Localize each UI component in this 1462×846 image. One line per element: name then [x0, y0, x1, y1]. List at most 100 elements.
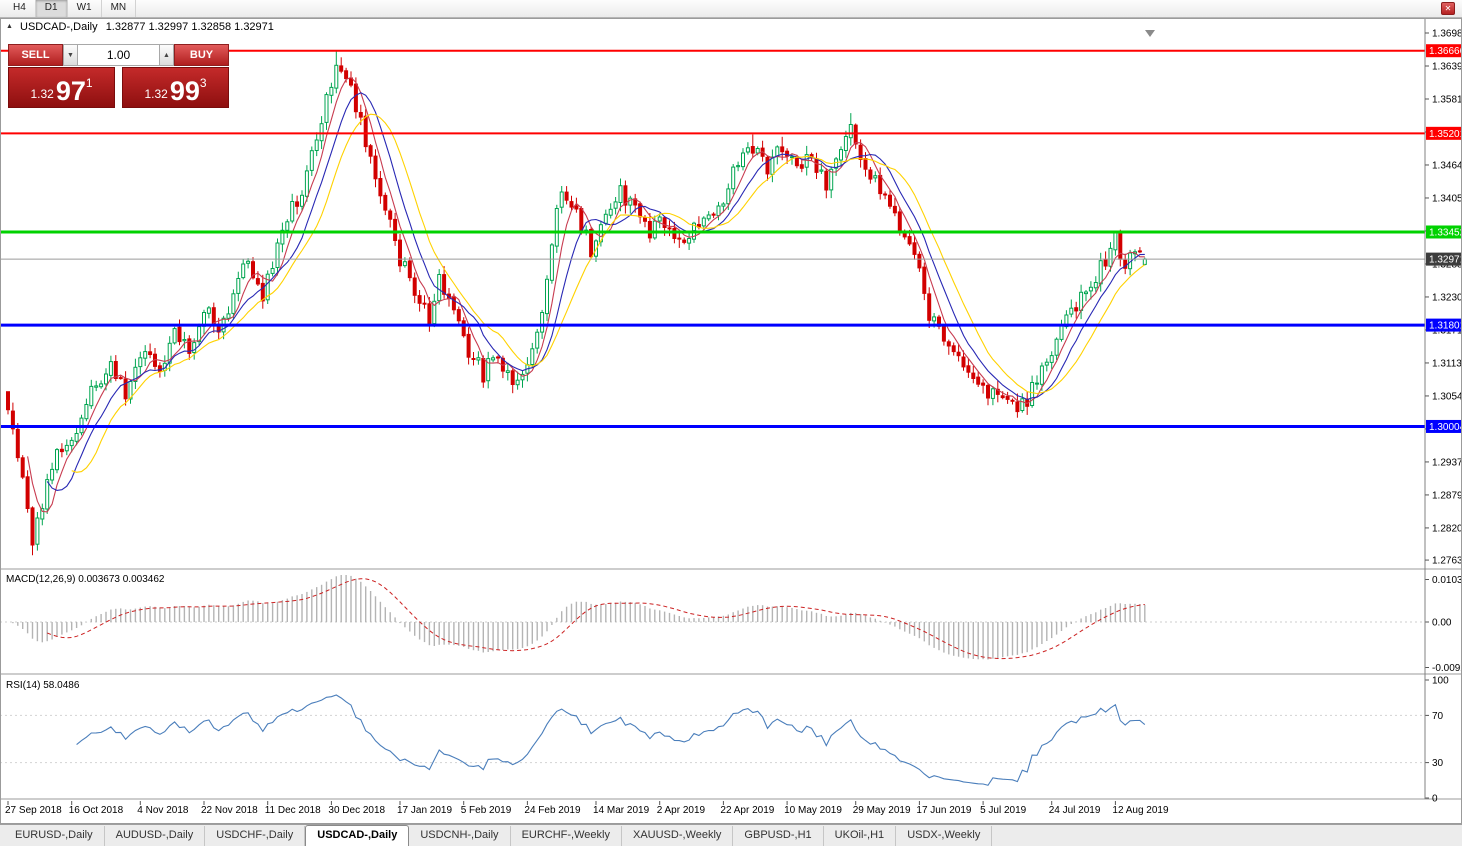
date-axis-tick: 27 Sep 2018 — [5, 805, 62, 816]
rsi-axis-tick: 30 — [1432, 758, 1444, 769]
moving-average-5-line — [27, 76, 1145, 513]
svg-text:1.31801: 1.31801 — [1429, 321, 1462, 332]
date-axis-tick: 22 Nov 2018 — [201, 805, 258, 816]
date-axis-tick: 5 Feb 2019 — [461, 805, 512, 816]
date-axis-tick: 12 Aug 2019 — [1112, 805, 1169, 816]
timeframe-button-h4[interactable]: H4 — [4, 0, 36, 17]
trade-widget-controls-row: SELL ▼ ▲ BUY — [8, 44, 229, 66]
close-chart-button[interactable]: ✕ — [1441, 2, 1455, 15]
chevron-down-icon: ▼ — [67, 51, 74, 59]
price-axis-tick: 1.36980 — [1432, 29, 1462, 40]
buy-button[interactable]: BUY — [174, 44, 229, 66]
macd-axis-tick: 0.00 — [1432, 618, 1452, 629]
date-axis-tick: 16 Oct 2018 — [69, 805, 124, 816]
chart-tab-ukoil-h1[interactable]: UKOil-,H1 — [824, 826, 897, 846]
timeframe-button-d1[interactable]: D1 — [35, 0, 68, 17]
chart-tab-audusd-daily[interactable]: AUDUSD-,Daily — [105, 826, 206, 846]
collapse-triangle-icon[interactable]: ▲ — [6, 23, 13, 30]
chart-tab-gbpusd-h1[interactable]: GBPUSD-,H1 — [733, 826, 824, 846]
sell-button[interactable]: SELL — [8, 44, 63, 66]
moving-average-14-line — [71, 113, 1146, 473]
chart-tab-eurchf-weekly[interactable]: EURCHF-,Weekly — [511, 826, 622, 846]
timeframe-toolbar: H4 D1 W1 MN ✕ — [0, 0, 1462, 18]
ohlc-values: 1.32877 1.32997 1.32858 1.32971 — [105, 21, 274, 33]
trade-widget-prices-row: 1.32 97 1 1.32 99 3 — [8, 67, 229, 108]
price-tag-1.35201: 1.35201 — [1426, 126, 1462, 140]
ask-price-point: 3 — [199, 76, 207, 90]
timeframe-buttons: H4 D1 W1 MN — [4, 0, 137, 17]
rsi-pane: 100 70 30 0 — [0, 676, 1449, 805]
date-axis-tick: 5 Jul 2019 — [980, 805, 1027, 816]
bid-price-panel[interactable]: 1.32 97 1 — [8, 67, 115, 108]
price-axis-tick: 1.34640 — [1432, 160, 1462, 171]
volume-increase-button[interactable]: ▲ — [159, 44, 174, 66]
price-axis-tick: 1.32300 — [1432, 292, 1462, 303]
chart-tab-usdx-weekly[interactable]: USDX-,Weekly — [896, 826, 993, 846]
date-axis-tick: 2 Apr 2019 — [657, 805, 706, 816]
price-axis-tick: 1.29375 — [1432, 457, 1462, 468]
volume-input[interactable] — [78, 44, 159, 66]
date-axis-tick: 29 May 2019 — [853, 805, 911, 816]
bid-price-prefix: 1.32 — [30, 87, 54, 101]
chart-background — [0, 18, 1462, 824]
price-axis-tick: 1.30545 — [1432, 391, 1462, 402]
chart-ohlc-title: ▲ USDCAD-,Daily 1.32877 1.32997 1.32858 … — [6, 21, 274, 33]
date-axis-tick: 10 May 2019 — [784, 805, 842, 816]
svg-text:1.30004: 1.30004 — [1429, 422, 1462, 433]
bid-price-point: 1 — [85, 76, 93, 90]
date-axis-tick: 14 Mar 2019 — [593, 805, 650, 816]
date-axis[interactable]: 27 Sep 2018 16 Oct 2018 4 Nov 2018 22 Nov 2… — [5, 801, 1169, 816]
ask-price-pips: 99 — [169, 76, 200, 106]
macd-axis-tick: -0.009203 — [1432, 663, 1462, 674]
date-axis-tick: 4 Nov 2018 — [137, 805, 189, 816]
chart-shift-marker-icon[interactable] — [1145, 30, 1155, 37]
date-axis-tick: 24 Feb 2019 — [524, 805, 581, 816]
date-axis-tick: 22 Apr 2019 — [720, 805, 774, 816]
chart-tab-usdcnh-daily[interactable]: USDCNH-,Daily — [409, 826, 511, 846]
volume-decrease-button[interactable]: ▼ — [63, 44, 78, 66]
price-axis-tick: 1.28205 — [1432, 523, 1462, 534]
ask-price-prefix: 1.32 — [144, 87, 168, 101]
date-axis-tick: 17 Jan 2019 — [397, 805, 452, 816]
chart-window: 0.010311 0.00 -0.009203 100 70 30 0 1.36980 1.36… — [0, 18, 1462, 824]
price-axis[interactable]: 1.369801.363951.358101.352251.346401.340… — [1425, 29, 1462, 567]
chevron-up-icon: ▲ — [163, 51, 170, 59]
price-axis-tick: 1.34055 — [1432, 193, 1462, 204]
moving-average-9-line — [46, 92, 1145, 491]
date-axis-tick: 17 Jun 2019 — [916, 805, 971, 816]
bid-price-pips: 97 — [55, 76, 86, 106]
symbol-title: USDCAD-,Daily — [20, 21, 98, 33]
price-tag-1.32971: 1.32971 — [1426, 252, 1462, 266]
candles-layer — [6, 51, 1147, 556]
timeframe-button-mn[interactable]: MN — [102, 0, 137, 17]
chart-tab-usdchf-daily[interactable]: USDCHF-,Daily — [205, 826, 306, 846]
ask-price-panel[interactable]: 1.32 99 3 — [122, 67, 229, 108]
price-axis-tick: 1.35810 — [1432, 94, 1462, 105]
price-tag-1.33452: 1.33452 — [1426, 225, 1462, 239]
price-tag-1.36666: 1.36666 — [1426, 44, 1462, 58]
chart-tab-eurusd-daily[interactable]: EURUSD-,Daily — [4, 826, 105, 846]
price-axis-tick: 1.31130 — [1432, 358, 1462, 369]
svg-text:1.36666: 1.36666 — [1429, 46, 1462, 57]
price-axis-tick: 1.27635 — [1432, 556, 1462, 567]
date-axis-tick: 30 Dec 2018 — [328, 805, 385, 816]
date-axis-tick: 11 Dec 2018 — [265, 805, 321, 816]
one-click-trading-widget: SELL ▼ ▲ BUY 1.32 97 1 1.32 99 3 — [8, 44, 229, 108]
rsi-axis-tick: 0 — [1432, 794, 1438, 805]
rsi-indicator-label: RSI(14) 58.0486 — [6, 680, 80, 691]
date-axis-tick: 24 Jul 2019 — [1049, 805, 1101, 816]
price-axis-tick: 1.28790 — [1432, 490, 1462, 501]
price-axis-tick: 1.36395 — [1432, 61, 1462, 72]
macd-signal-line — [47, 578, 1145, 660]
macd-pane: 0.010311 0.00 -0.009203 — [0, 575, 1462, 674]
chart-tab-usdcad-daily[interactable]: USDCAD-,Daily — [305, 825, 410, 846]
chart-tab-xauusd-weekly[interactable]: XAUUSD-,Weekly — [622, 826, 734, 846]
svg-text:1.33452: 1.33452 — [1429, 227, 1462, 238]
price-chart-canvas[interactable]: 0.010311 0.00 -0.009203 100 70 30 0 1.36980 1.36… — [0, 18, 1462, 824]
macd-axis-tick: 0.010311 — [1432, 575, 1462, 586]
macd-indicator-label: MACD(12,26,9) 0.003673 0.003462 — [6, 574, 165, 585]
svg-text:1.32971: 1.32971 — [1429, 255, 1462, 266]
timeframe-button-w1[interactable]: W1 — [68, 0, 102, 17]
price-tag-1.30004: 1.30004 — [1426, 419, 1462, 433]
